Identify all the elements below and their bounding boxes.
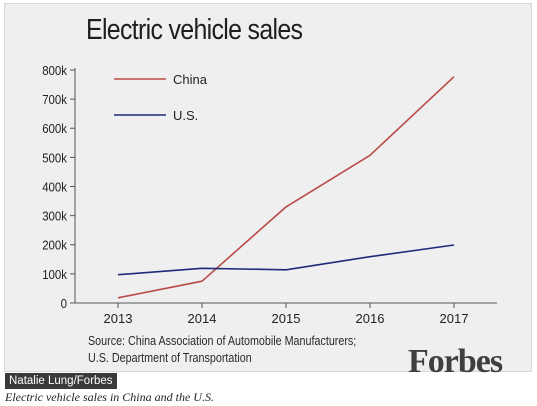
y-tick-label: 400k: [42, 180, 68, 195]
x-tick-label: 2013: [104, 311, 133, 326]
y-tick-label: 700k: [42, 92, 68, 107]
x-tick-label: 2014: [188, 311, 217, 326]
x-tick-label: 2016: [356, 311, 385, 326]
source-note: Source: China Association of Automobile …: [88, 333, 356, 367]
chart-card: [4, 3, 532, 372]
y-tick-label: 200k: [42, 238, 68, 253]
chart-title: Electric vehicle sales: [86, 14, 303, 46]
series-lines: [117, 76, 455, 299]
legend: China U.S.: [114, 72, 208, 123]
y-tick-label: 600k: [42, 122, 68, 137]
source-line: Source: China Association of Automobile …: [88, 334, 357, 348]
x-tick-label: 2017: [440, 311, 469, 326]
y-tick-label: 800k: [42, 63, 68, 78]
y-axis: 0 100k 200k 300k 400k 500k 600k 700k 800k: [42, 63, 76, 311]
y-tick-label: 100k: [42, 267, 68, 282]
source-line: U.S. Department of Transportation: [88, 351, 252, 365]
series-line-china: [117, 76, 455, 299]
forbes-logo: Forbes: [408, 343, 503, 380]
legend-label: China: [173, 72, 208, 87]
y-tick-label: 300k: [42, 209, 68, 224]
image-caption: Electric vehicle sales in China and the …: [5, 390, 214, 404]
x-axis: 2013 2014 2015 2016 2017: [75, 302, 497, 326]
x-tick-label: 2015: [272, 311, 301, 326]
y-tick-label: 500k: [42, 151, 68, 166]
y-tick-label: 0: [61, 296, 68, 311]
series-line-us: [117, 244, 455, 276]
legend-label: U.S.: [173, 108, 198, 123]
photo-credit[interactable]: Natalie Lung/Forbes: [5, 373, 117, 389]
